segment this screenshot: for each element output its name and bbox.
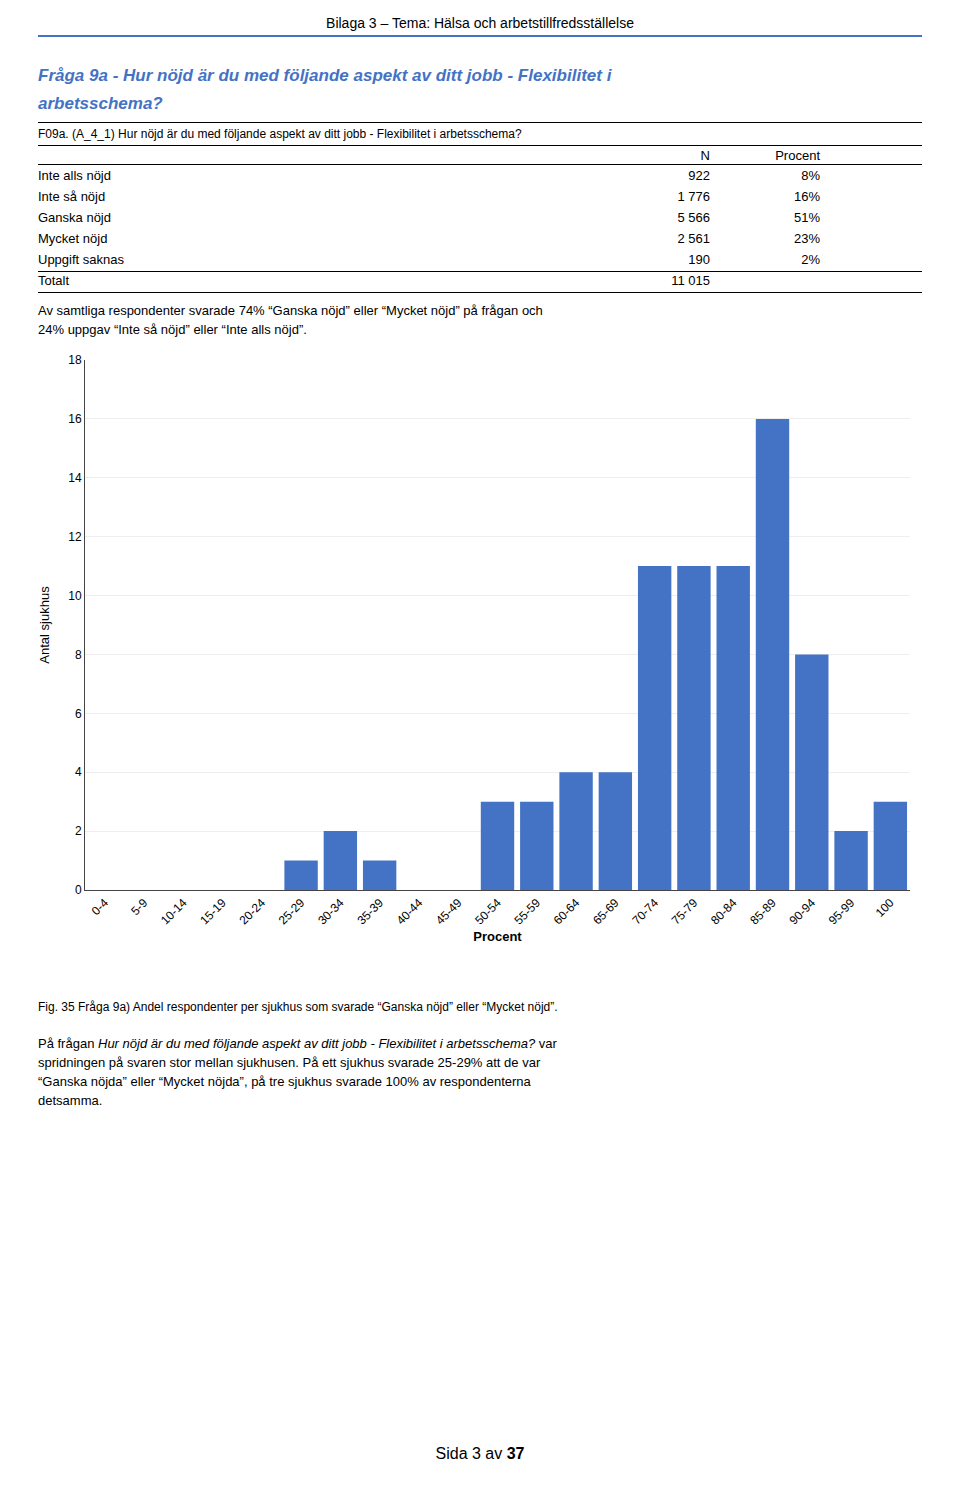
html-text:190: 190	[688, 252, 710, 267]
html-text:Inte så nöjd: Inte så nöjd	[38, 189, 106, 204]
html-text:På frågan Hur nöjd är du med f: På frågan Hur nöjd är du med följande as…	[38, 1036, 557, 1051]
svg-text:60-64: 60-64	[551, 896, 583, 928]
html-text:Bilaga 3 – Tema: Hälsa och arb: Bilaga 3 – Tema: Hälsa och arbetstillfre…	[326, 15, 634, 31]
html-text:“Ganska nöjda” eller “Mycket n: “Ganska nöjda” eller “Mycket nöjda”, på …	[38, 1074, 531, 1089]
html-text:detsamma.: detsamma.	[38, 1093, 103, 1108]
html-text:Procent: Procent	[775, 148, 820, 163]
svg-text:25-29: 25-29	[276, 896, 308, 928]
svg-text:45-49: 45-49	[433, 896, 465, 928]
html-text:F09a. (A_4_1) Hur nöjd är du m: F09a. (A_4_1) Hur nöjd är du med följand…	[38, 127, 522, 141]
html-text:2 561: 2 561	[677, 231, 710, 246]
svg-text:20-24: 20-24	[237, 896, 269, 928]
html-text:24% uppgav “Inte så nöjd” elle: 24% uppgav “Inte så nöjd” eller “Inte al…	[38, 322, 307, 337]
svg-text:50-54: 50-54	[472, 896, 504, 928]
html-text:Inte alls nöjd: Inte alls nöjd	[38, 168, 111, 183]
svg-text:2: 2	[75, 824, 82, 838]
html-text:5 566: 5 566	[677, 210, 710, 225]
html-text:Uppgift saknas: Uppgift saknas	[38, 252, 124, 267]
html-text:spridningen på svaren stor mel: spridningen på svaren stor mellan sjukhu…	[38, 1055, 541, 1070]
html-text:Fråga 9a - Hur nöjd är du med: Fråga 9a - Hur nöjd är du med följande a…	[38, 66, 612, 85]
svg-text:Antal sjukhus: Antal sjukhus	[37, 586, 52, 664]
svg-text:8: 8	[75, 648, 82, 662]
html-text:Mycket nöjd: Mycket nöjd	[38, 231, 108, 246]
html-text:23%: 23%	[794, 231, 820, 246]
svg-text:65-69: 65-69	[590, 896, 622, 928]
html-text:16%: 16%	[794, 189, 820, 204]
html-text:Av samtliga respondenter svara: Av samtliga respondenter svarade 74% “Ga…	[38, 303, 543, 318]
svg-text:0-4: 0-4	[89, 896, 111, 918]
svg-text:30-34: 30-34	[315, 896, 347, 928]
html-text:Totalt: Totalt	[38, 273, 70, 288]
svg-text:Procent: Procent	[473, 929, 522, 944]
svg-text:15-19: 15-19	[197, 896, 229, 928]
html-text:Sida 3 av 37: Sida 3 av 37	[435, 1445, 525, 1462]
svg-text:10-14: 10-14	[158, 896, 190, 928]
svg-text:80-84: 80-84	[708, 896, 740, 928]
html-text:1 776: 1 776	[677, 189, 710, 204]
html-text:922: 922	[688, 168, 710, 183]
svg-text:85-89: 85-89	[747, 896, 779, 928]
svg-text:5-9: 5-9	[128, 896, 150, 918]
svg-text:12: 12	[68, 530, 82, 544]
svg-text:55-59: 55-59	[512, 896, 544, 928]
html-text:Fig. 35 Fråga 9a) Andel respon: Fig. 35 Fråga 9a) Andel respondenter per…	[38, 1000, 558, 1014]
html-text:51%: 51%	[794, 210, 820, 225]
html-text:N: N	[700, 148, 710, 163]
svg-text:90-94: 90-94	[787, 896, 819, 928]
svg-text:14: 14	[68, 471, 82, 485]
svg-text:40-44: 40-44	[394, 896, 426, 928]
svg-text:18: 18	[68, 353, 82, 367]
svg-text:16: 16	[68, 412, 82, 426]
svg-text:70-74: 70-74	[629, 896, 661, 928]
svg-text:75-79: 75-79	[669, 896, 701, 928]
html-text:Ganska nöjd: Ganska nöjd	[38, 210, 111, 225]
svg-text:35-39: 35-39	[354, 896, 386, 928]
svg-text:10: 10	[68, 589, 82, 603]
html-text:8%: 8%	[801, 168, 820, 183]
html-text:arbetsschema?: arbetsschema?	[38, 94, 163, 113]
html-text:2%: 2%	[801, 252, 820, 267]
svg-text:100: 100	[873, 896, 897, 920]
svg-text:6: 6	[75, 707, 82, 721]
svg-text:0: 0	[75, 883, 82, 897]
svg-text:4: 4	[75, 765, 82, 779]
svg-text:95-99: 95-99	[826, 896, 858, 928]
html-text:11 015: 11 015	[671, 273, 710, 288]
